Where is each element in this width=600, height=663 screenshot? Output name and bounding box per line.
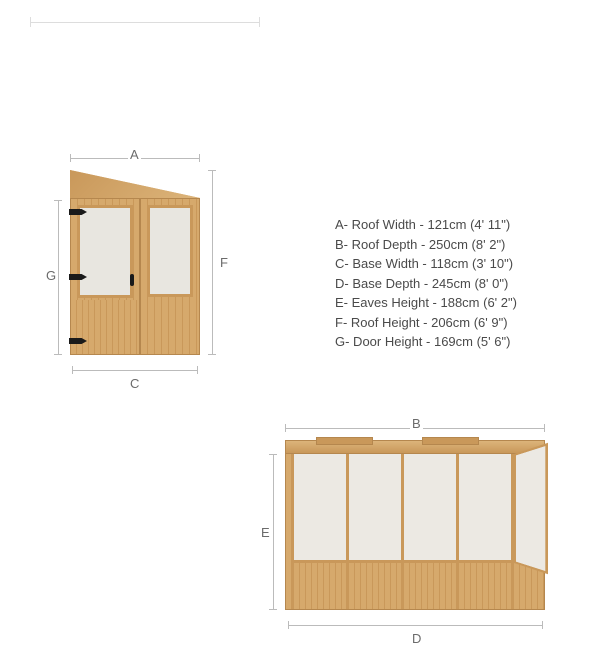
dim-label-g: G — [44, 268, 58, 283]
side-boarding — [404, 563, 456, 610]
front-body — [70, 198, 200, 355]
diagram-canvas: A C G F — [0, 0, 600, 663]
front-side-glazing — [147, 205, 193, 297]
dim-line-e — [273, 454, 274, 610]
dim-line-f — [212, 170, 213, 355]
legend-row: A- Roof Width - 121cm (4' 11") — [335, 215, 517, 235]
side-glazing-open — [514, 443, 548, 574]
front-elevation — [70, 170, 200, 355]
front-roof — [70, 170, 200, 198]
side-roof — [285, 440, 545, 454]
side-elevation — [285, 440, 545, 610]
legend-row: B- Roof Depth - 250cm (8' 2") — [335, 235, 517, 255]
side-body — [285, 454, 545, 610]
side-bay-open — [514, 454, 544, 609]
door-glazing — [77, 205, 133, 298]
side-boarding — [294, 563, 346, 610]
legend-row: F- Roof Height - 206cm (6' 9") — [335, 313, 517, 333]
dim-line-c — [72, 370, 198, 371]
dimension-legend: A- Roof Width - 121cm (4' 11") B- Roof D… — [335, 215, 517, 352]
door-handle-icon — [130, 274, 134, 286]
dim-label-c: C — [128, 376, 141, 391]
side-boarding — [459, 563, 511, 610]
dim-label-f: F — [218, 255, 230, 270]
dim-label-a: A — [128, 147, 141, 162]
side-bay — [404, 454, 459, 609]
side-boarding — [349, 563, 401, 610]
top-faint-dimension-line — [30, 22, 260, 23]
side-glazing — [459, 454, 511, 563]
side-bay — [349, 454, 404, 609]
door-lower-panel — [71, 300, 139, 354]
dim-label-b: B — [410, 416, 423, 431]
dim-line-g — [58, 200, 59, 355]
side-glazing — [404, 454, 456, 563]
legend-row: D- Base Depth - 245cm (8' 0") — [335, 274, 517, 294]
dim-line-d — [288, 625, 543, 626]
door — [71, 199, 141, 354]
side-frame-left — [286, 454, 294, 609]
side-bay — [294, 454, 349, 609]
legend-row: E- Eaves Height - 188cm (6' 2") — [335, 293, 517, 313]
legend-row: C- Base Width - 118cm (3' 10") — [335, 254, 517, 274]
side-bay — [459, 454, 514, 609]
front-side-panel — [141, 199, 199, 354]
dim-label-e: E — [259, 525, 272, 540]
side-glazing — [294, 454, 346, 563]
legend-row: G- Door Height - 169cm (5' 6") — [335, 332, 517, 352]
dim-label-d: D — [410, 631, 423, 646]
side-glazing — [349, 454, 401, 563]
